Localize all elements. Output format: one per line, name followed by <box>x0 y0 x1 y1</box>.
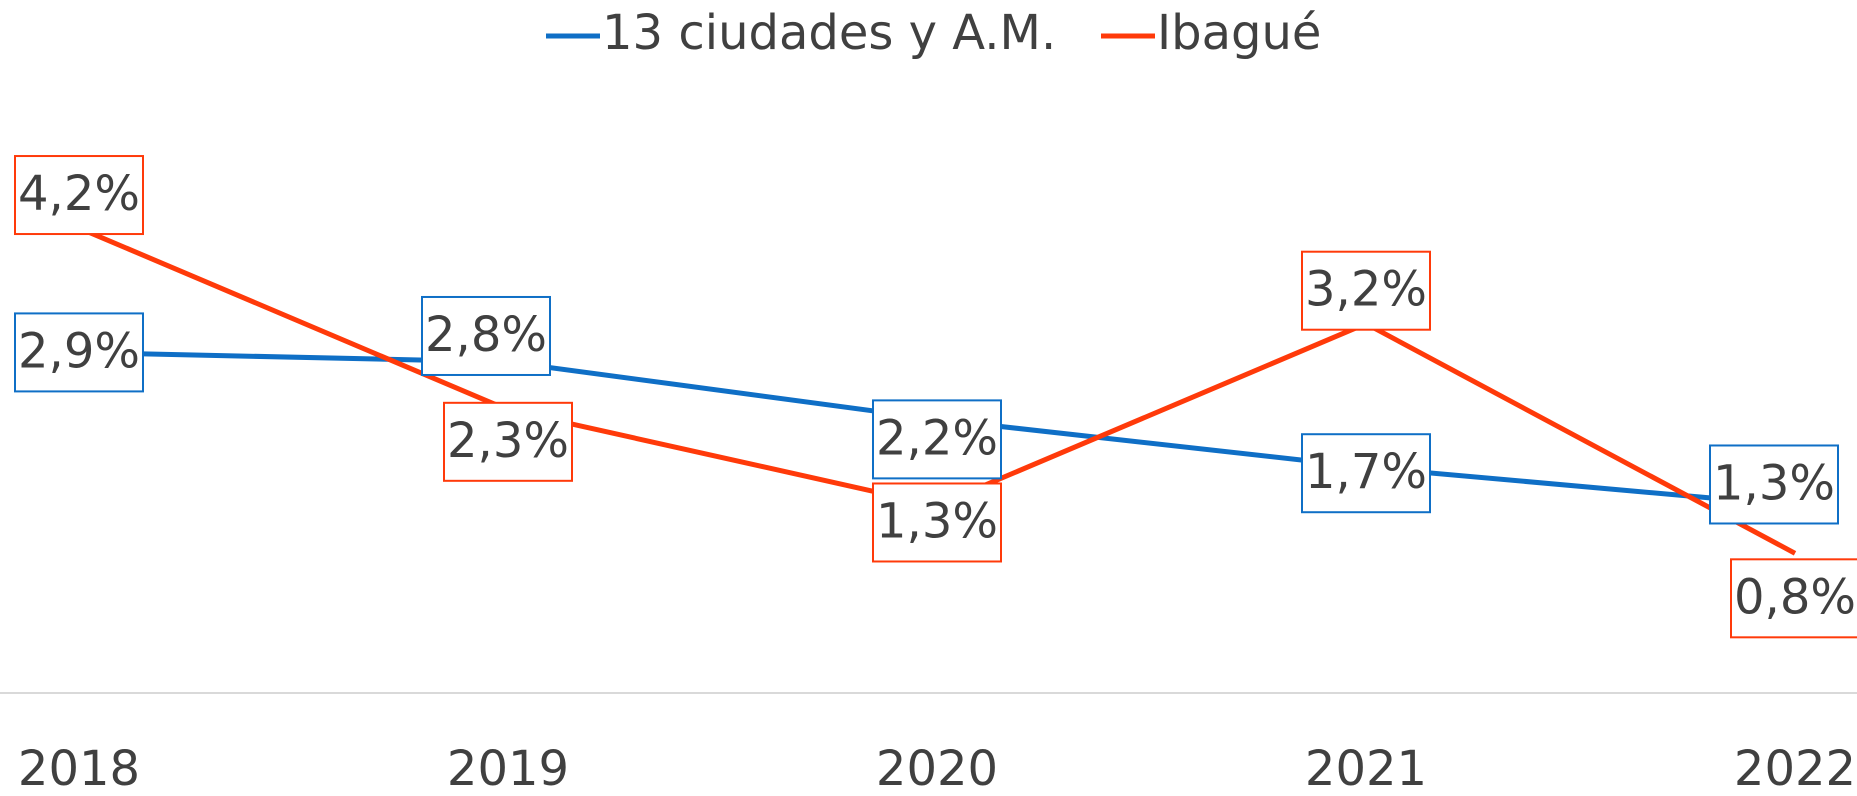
x-tick-label: 2022 <box>1734 741 1856 796</box>
data-label: 4,2% <box>18 166 140 222</box>
data-label-box <box>872 399 1002 480</box>
x-tick-label: 2019 <box>447 741 569 796</box>
data-label: 3,2% <box>1305 262 1427 318</box>
data-label-box <box>14 312 144 393</box>
legend-label: 13 ciudades y A.M. <box>602 5 1056 61</box>
data-label-box <box>872 482 1002 563</box>
data-label-box <box>443 401 573 482</box>
data-label: 2,8% <box>425 307 547 363</box>
x-tick-label: 2018 <box>18 741 140 796</box>
data-label: 1,3% <box>1713 455 1835 511</box>
data-label-box <box>421 295 551 376</box>
data-label-box <box>1730 558 1857 639</box>
data-label: 2,2% <box>876 410 998 466</box>
x-tick-label: 2020 <box>876 741 998 796</box>
x-tick-label: 2021 <box>1305 741 1427 796</box>
legend-label: Ibagué <box>1157 5 1321 61</box>
data-label: 0,8% <box>1734 569 1856 625</box>
data-label: 2,3% <box>447 413 569 469</box>
data-label-box <box>1709 444 1839 525</box>
data-label: 2,9% <box>18 323 140 379</box>
data-label-box <box>1301 250 1431 331</box>
data-label-box <box>14 155 144 236</box>
data-label: 1,3% <box>876 493 998 549</box>
data-label-box <box>1301 433 1431 514</box>
data-label: 1,7% <box>1305 444 1427 500</box>
